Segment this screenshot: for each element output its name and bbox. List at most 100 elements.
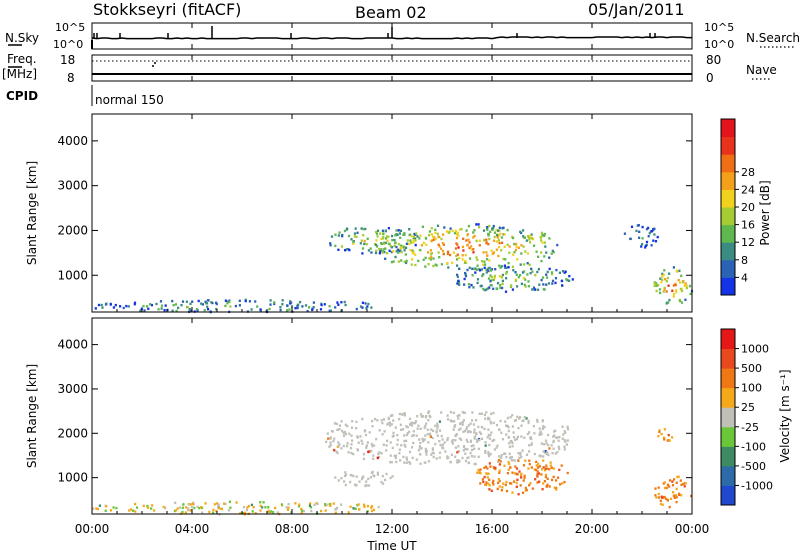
velocity-cell — [451, 442, 454, 445]
power-cell — [207, 308, 210, 311]
power-cell — [485, 268, 488, 271]
velocity-cell — [355, 475, 358, 478]
power-cell — [347, 234, 351, 238]
velocity-cell — [352, 507, 355, 510]
power-cell — [400, 244, 403, 247]
power-cell — [498, 229, 501, 232]
power-cell — [498, 234, 501, 237]
power-cell — [189, 302, 192, 305]
velocity-cell — [511, 445, 514, 448]
velocity-cell — [274, 506, 277, 510]
velocity-cell — [538, 465, 542, 468]
velocity-cell — [525, 488, 528, 492]
power-cell — [623, 232, 626, 235]
velocity-cell — [527, 467, 530, 470]
velocity-cell — [377, 505, 380, 509]
power-cell — [522, 229, 525, 232]
velocity-cell — [341, 429, 344, 433]
power-cell — [190, 309, 193, 312]
velocity-cell — [368, 431, 371, 434]
power-cell — [352, 240, 355, 244]
power-cell — [433, 236, 436, 239]
velocity-cell — [300, 511, 303, 514]
power-cell — [430, 256, 433, 259]
power-cell — [482, 251, 485, 254]
power-cell — [523, 270, 526, 273]
velocity-cell — [217, 504, 220, 507]
colorbar-swatch — [721, 446, 735, 467]
velocity-cell — [405, 458, 409, 461]
power-cell — [476, 278, 480, 281]
velocity-cell — [290, 511, 293, 514]
velocity-cell — [371, 425, 374, 428]
power-cell — [500, 276, 503, 279]
velocity-cell — [490, 431, 493, 434]
velocity-cell — [506, 472, 509, 475]
velocity-cell — [545, 452, 548, 456]
power-cell — [513, 250, 516, 254]
velocity-cell — [453, 425, 456, 428]
velocity-cell — [398, 417, 401, 421]
velocity-cell — [399, 423, 402, 426]
velocity-cell — [679, 479, 682, 482]
power-cell — [364, 302, 367, 305]
velocity-cell — [367, 450, 370, 454]
velocity-cell — [164, 506, 167, 510]
power-cell — [551, 282, 554, 285]
power-cell — [545, 283, 548, 286]
velocity-cell — [484, 465, 488, 468]
power-cell — [648, 231, 651, 235]
cpid-label: CPID — [6, 89, 38, 103]
power-cell — [468, 246, 471, 250]
power-cell — [476, 258, 479, 262]
velocity-cell — [353, 483, 357, 486]
velocity-cell — [414, 421, 417, 425]
power-cell — [414, 237, 417, 240]
velocity-cell — [523, 476, 526, 480]
velocity-cell — [519, 484, 522, 487]
power-cell — [438, 245, 441, 248]
velocity-cell — [525, 417, 528, 420]
velocity-cell — [467, 461, 470, 465]
power-cell — [493, 274, 497, 278]
velocity-cell — [456, 414, 459, 418]
velocity-cell — [471, 411, 474, 414]
velocity-cell — [498, 463, 501, 466]
power-cell — [678, 269, 681, 272]
power-cell — [492, 287, 495, 290]
power-cell — [481, 274, 484, 278]
velocity-cell — [511, 491, 514, 494]
power-cell — [685, 284, 688, 287]
power-cell — [542, 283, 545, 286]
power-cell — [516, 285, 519, 288]
velocity-cell — [484, 449, 487, 453]
time-tick-label: 08:00 — [275, 522, 310, 536]
power-cell — [337, 303, 340, 306]
power-cell — [408, 228, 411, 231]
velocity-cell — [432, 455, 435, 459]
power-cell — [399, 229, 403, 232]
velocity-cell — [434, 442, 437, 446]
velocity-cell — [450, 440, 453, 443]
power-cell — [157, 308, 160, 311]
velocity-cell — [380, 480, 383, 484]
time-tick-label: 00:00 — [75, 522, 110, 536]
power-cell — [424, 265, 427, 268]
colorbar-swatch — [721, 329, 735, 350]
velocity-cell — [364, 433, 368, 437]
velocity-cell — [499, 460, 502, 463]
power-cell — [456, 264, 459, 267]
power-cell — [381, 229, 384, 232]
power-cell — [207, 299, 210, 302]
power-cell — [476, 264, 479, 267]
power-cell — [645, 240, 649, 244]
power-cell — [370, 306, 373, 309]
velocity-cell — [498, 455, 501, 458]
velocity-cell — [146, 504, 149, 508]
velocity-cell — [484, 441, 487, 444]
power-cell — [498, 264, 501, 267]
noise-right-tick-top: 10^5 — [704, 21, 734, 34]
velocity-cell — [527, 419, 530, 423]
power-cell — [476, 268, 479, 271]
velocity-cell — [479, 468, 482, 471]
